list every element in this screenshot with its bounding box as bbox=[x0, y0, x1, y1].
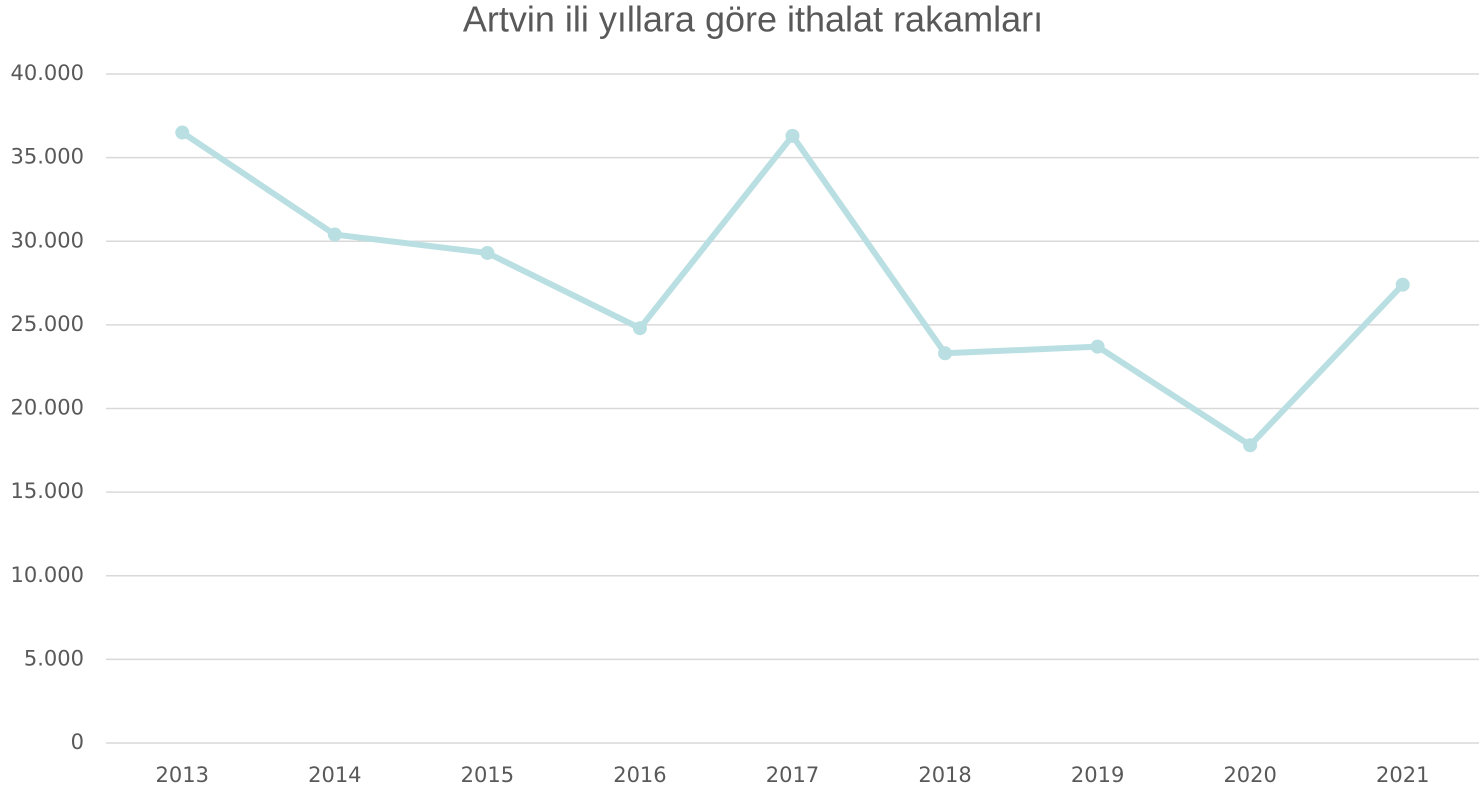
y-tick-label: 30.000 bbox=[11, 228, 84, 252]
x-tick-label: 2014 bbox=[308, 763, 361, 787]
x-tick-label: 2018 bbox=[918, 763, 971, 787]
x-tick-label: 2013 bbox=[156, 763, 209, 787]
y-tick-label: 40.000 bbox=[11, 61, 84, 85]
y-tick-label: 10.000 bbox=[11, 563, 84, 587]
marker bbox=[632, 321, 647, 336]
marker bbox=[1243, 438, 1258, 453]
y-tick-label: 25.000 bbox=[11, 312, 84, 336]
marker bbox=[1395, 277, 1410, 292]
y-tick-label: 15.000 bbox=[11, 479, 84, 503]
x-tick-label: 2021 bbox=[1376, 763, 1429, 787]
y-tick-label: 5.000 bbox=[24, 646, 84, 670]
marker bbox=[327, 227, 342, 242]
marker bbox=[175, 125, 190, 140]
x-tick-label: 2015 bbox=[461, 763, 514, 787]
line bbox=[180, 130, 1405, 449]
marker bbox=[480, 245, 495, 260]
marker bbox=[785, 128, 800, 143]
x-tick-label: 2020 bbox=[1223, 763, 1276, 787]
marker bbox=[1090, 339, 1105, 354]
x-tick-label: 2017 bbox=[766, 763, 819, 787]
x-tick-label: 2019 bbox=[1071, 763, 1124, 787]
y-tick-label: 0 bbox=[71, 730, 84, 754]
x-tick-label: 2016 bbox=[613, 763, 666, 787]
chart-title: Artvin ili yıllara göre ithalat rakamlar… bbox=[463, 0, 1043, 40]
y-tick-label: 20.000 bbox=[11, 396, 84, 420]
y-tick-label: 35.000 bbox=[11, 145, 84, 169]
marker bbox=[938, 346, 953, 361]
